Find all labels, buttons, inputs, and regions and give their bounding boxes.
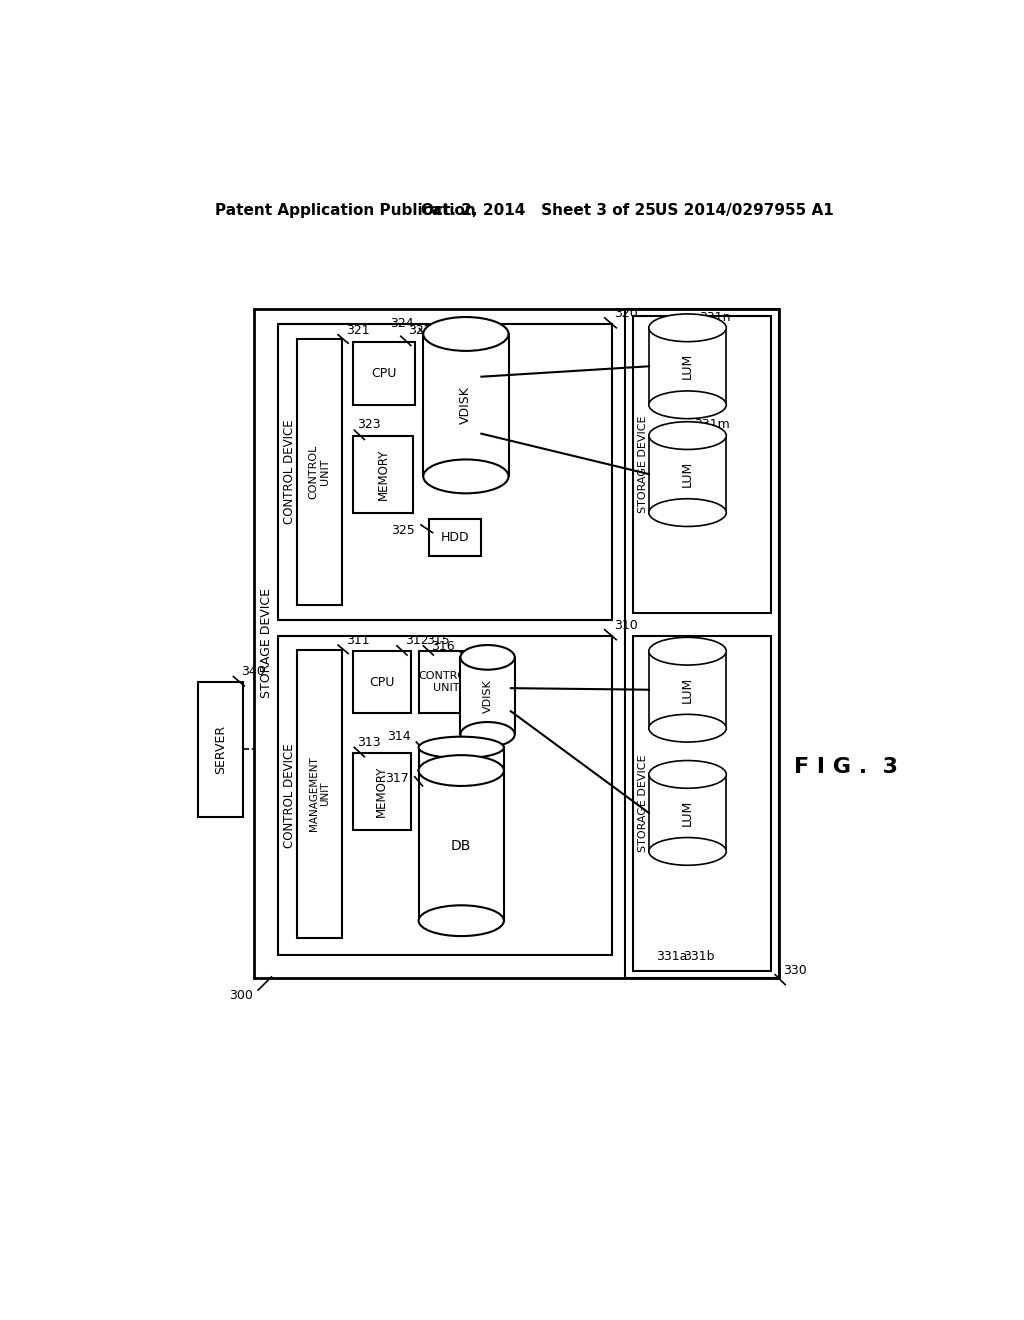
Bar <box>429 519 481 556</box>
Text: CPU: CPU <box>371 367 396 380</box>
Ellipse shape <box>419 755 504 785</box>
Bar <box>649 651 726 729</box>
Text: HDD: HDD <box>447 752 475 766</box>
Text: LUM: LUM <box>681 677 694 702</box>
Text: LUM: LUM <box>681 354 694 379</box>
Bar <box>649 775 726 851</box>
Text: CONTROL
UNIT: CONTROL UNIT <box>308 445 330 499</box>
Ellipse shape <box>461 645 515 669</box>
Bar <box>420 651 472 713</box>
Text: 322: 322 <box>409 325 432 338</box>
Text: 312: 312 <box>404 634 428 647</box>
Bar <box>649 436 726 512</box>
Ellipse shape <box>423 317 509 351</box>
Bar <box>297 339 342 605</box>
Text: 321: 321 <box>346 323 370 337</box>
Bar <box>423 334 509 477</box>
Text: 300: 300 <box>229 989 253 1002</box>
Bar <box>278 323 612 620</box>
Bar <box>352 436 414 512</box>
Bar <box>254 309 779 978</box>
Text: F I G .  3: F I G . 3 <box>795 756 898 776</box>
Bar <box>649 327 726 405</box>
Text: Patent Application Publication: Patent Application Publication <box>215 203 475 218</box>
Text: CONTROL
UNIT: CONTROL UNIT <box>419 671 473 693</box>
Text: 317: 317 <box>386 772 410 785</box>
Text: STORAGE DEVICE: STORAGE DEVICE <box>260 589 273 698</box>
Bar <box>352 752 411 830</box>
Text: LUM: LUM <box>681 800 694 826</box>
Ellipse shape <box>419 760 504 781</box>
Text: 331m: 331m <box>693 418 729 432</box>
Text: CONTROL DEVICE: CONTROL DEVICE <box>284 743 297 847</box>
Text: 324: 324 <box>390 317 414 330</box>
Text: 310: 310 <box>614 619 638 631</box>
Ellipse shape <box>649 714 726 742</box>
Text: 340: 340 <box>241 665 265 677</box>
Bar <box>625 309 779 978</box>
Ellipse shape <box>419 737 504 758</box>
Text: VDISK: VDISK <box>460 387 472 424</box>
Bar <box>633 317 771 612</box>
Text: STORAGE DEVICE: STORAGE DEVICE <box>638 416 648 513</box>
Ellipse shape <box>419 906 504 936</box>
Text: MEMORY: MEMORY <box>377 449 389 500</box>
Text: 330: 330 <box>783 964 807 977</box>
Text: 313: 313 <box>356 735 380 748</box>
Text: . .: . . <box>692 634 712 653</box>
Bar <box>461 657 515 734</box>
Ellipse shape <box>461 722 515 747</box>
Ellipse shape <box>649 638 726 665</box>
Text: 320: 320 <box>614 306 638 319</box>
Text: 325: 325 <box>391 524 415 537</box>
Text: SERVER: SERVER <box>214 725 226 774</box>
Text: 331n: 331n <box>699 310 731 323</box>
Ellipse shape <box>649 837 726 866</box>
Bar <box>419 747 504 771</box>
Text: LUM: LUM <box>681 461 694 487</box>
Text: Oct. 2, 2014   Sheet 3 of 25: Oct. 2, 2014 Sheet 3 of 25 <box>421 203 655 218</box>
Text: 331b: 331b <box>683 950 715 964</box>
Text: 311: 311 <box>346 634 370 647</box>
Text: 316: 316 <box>431 640 455 653</box>
Ellipse shape <box>649 314 726 342</box>
Text: 314: 314 <box>387 730 411 743</box>
Ellipse shape <box>649 422 726 450</box>
Bar <box>352 651 411 713</box>
Ellipse shape <box>423 459 509 494</box>
Text: HDD: HDD <box>440 531 469 544</box>
Text: MEMORY: MEMORY <box>376 766 388 817</box>
Text: 323: 323 <box>356 418 380 432</box>
Text: STORAGE DEVICE: STORAGE DEVICE <box>638 755 648 851</box>
Text: 331a: 331a <box>655 950 687 964</box>
Bar <box>419 771 504 921</box>
Bar <box>352 342 415 405</box>
Text: CONTROL DEVICE: CONTROL DEVICE <box>284 420 297 524</box>
Text: CPU: CPU <box>369 676 394 689</box>
Text: DB: DB <box>451 838 471 853</box>
Ellipse shape <box>649 391 726 418</box>
Ellipse shape <box>649 760 726 788</box>
Bar <box>633 636 771 970</box>
Text: 315: 315 <box>426 634 450 647</box>
Bar <box>297 649 342 939</box>
Bar <box>278 636 612 956</box>
Text: MANAGEMENT
UNIT: MANAGEMENT UNIT <box>308 756 330 832</box>
Ellipse shape <box>649 499 726 527</box>
Bar <box>198 682 243 817</box>
Text: US 2014/0297955 A1: US 2014/0297955 A1 <box>655 203 834 218</box>
Text: VDISK: VDISK <box>482 678 493 713</box>
